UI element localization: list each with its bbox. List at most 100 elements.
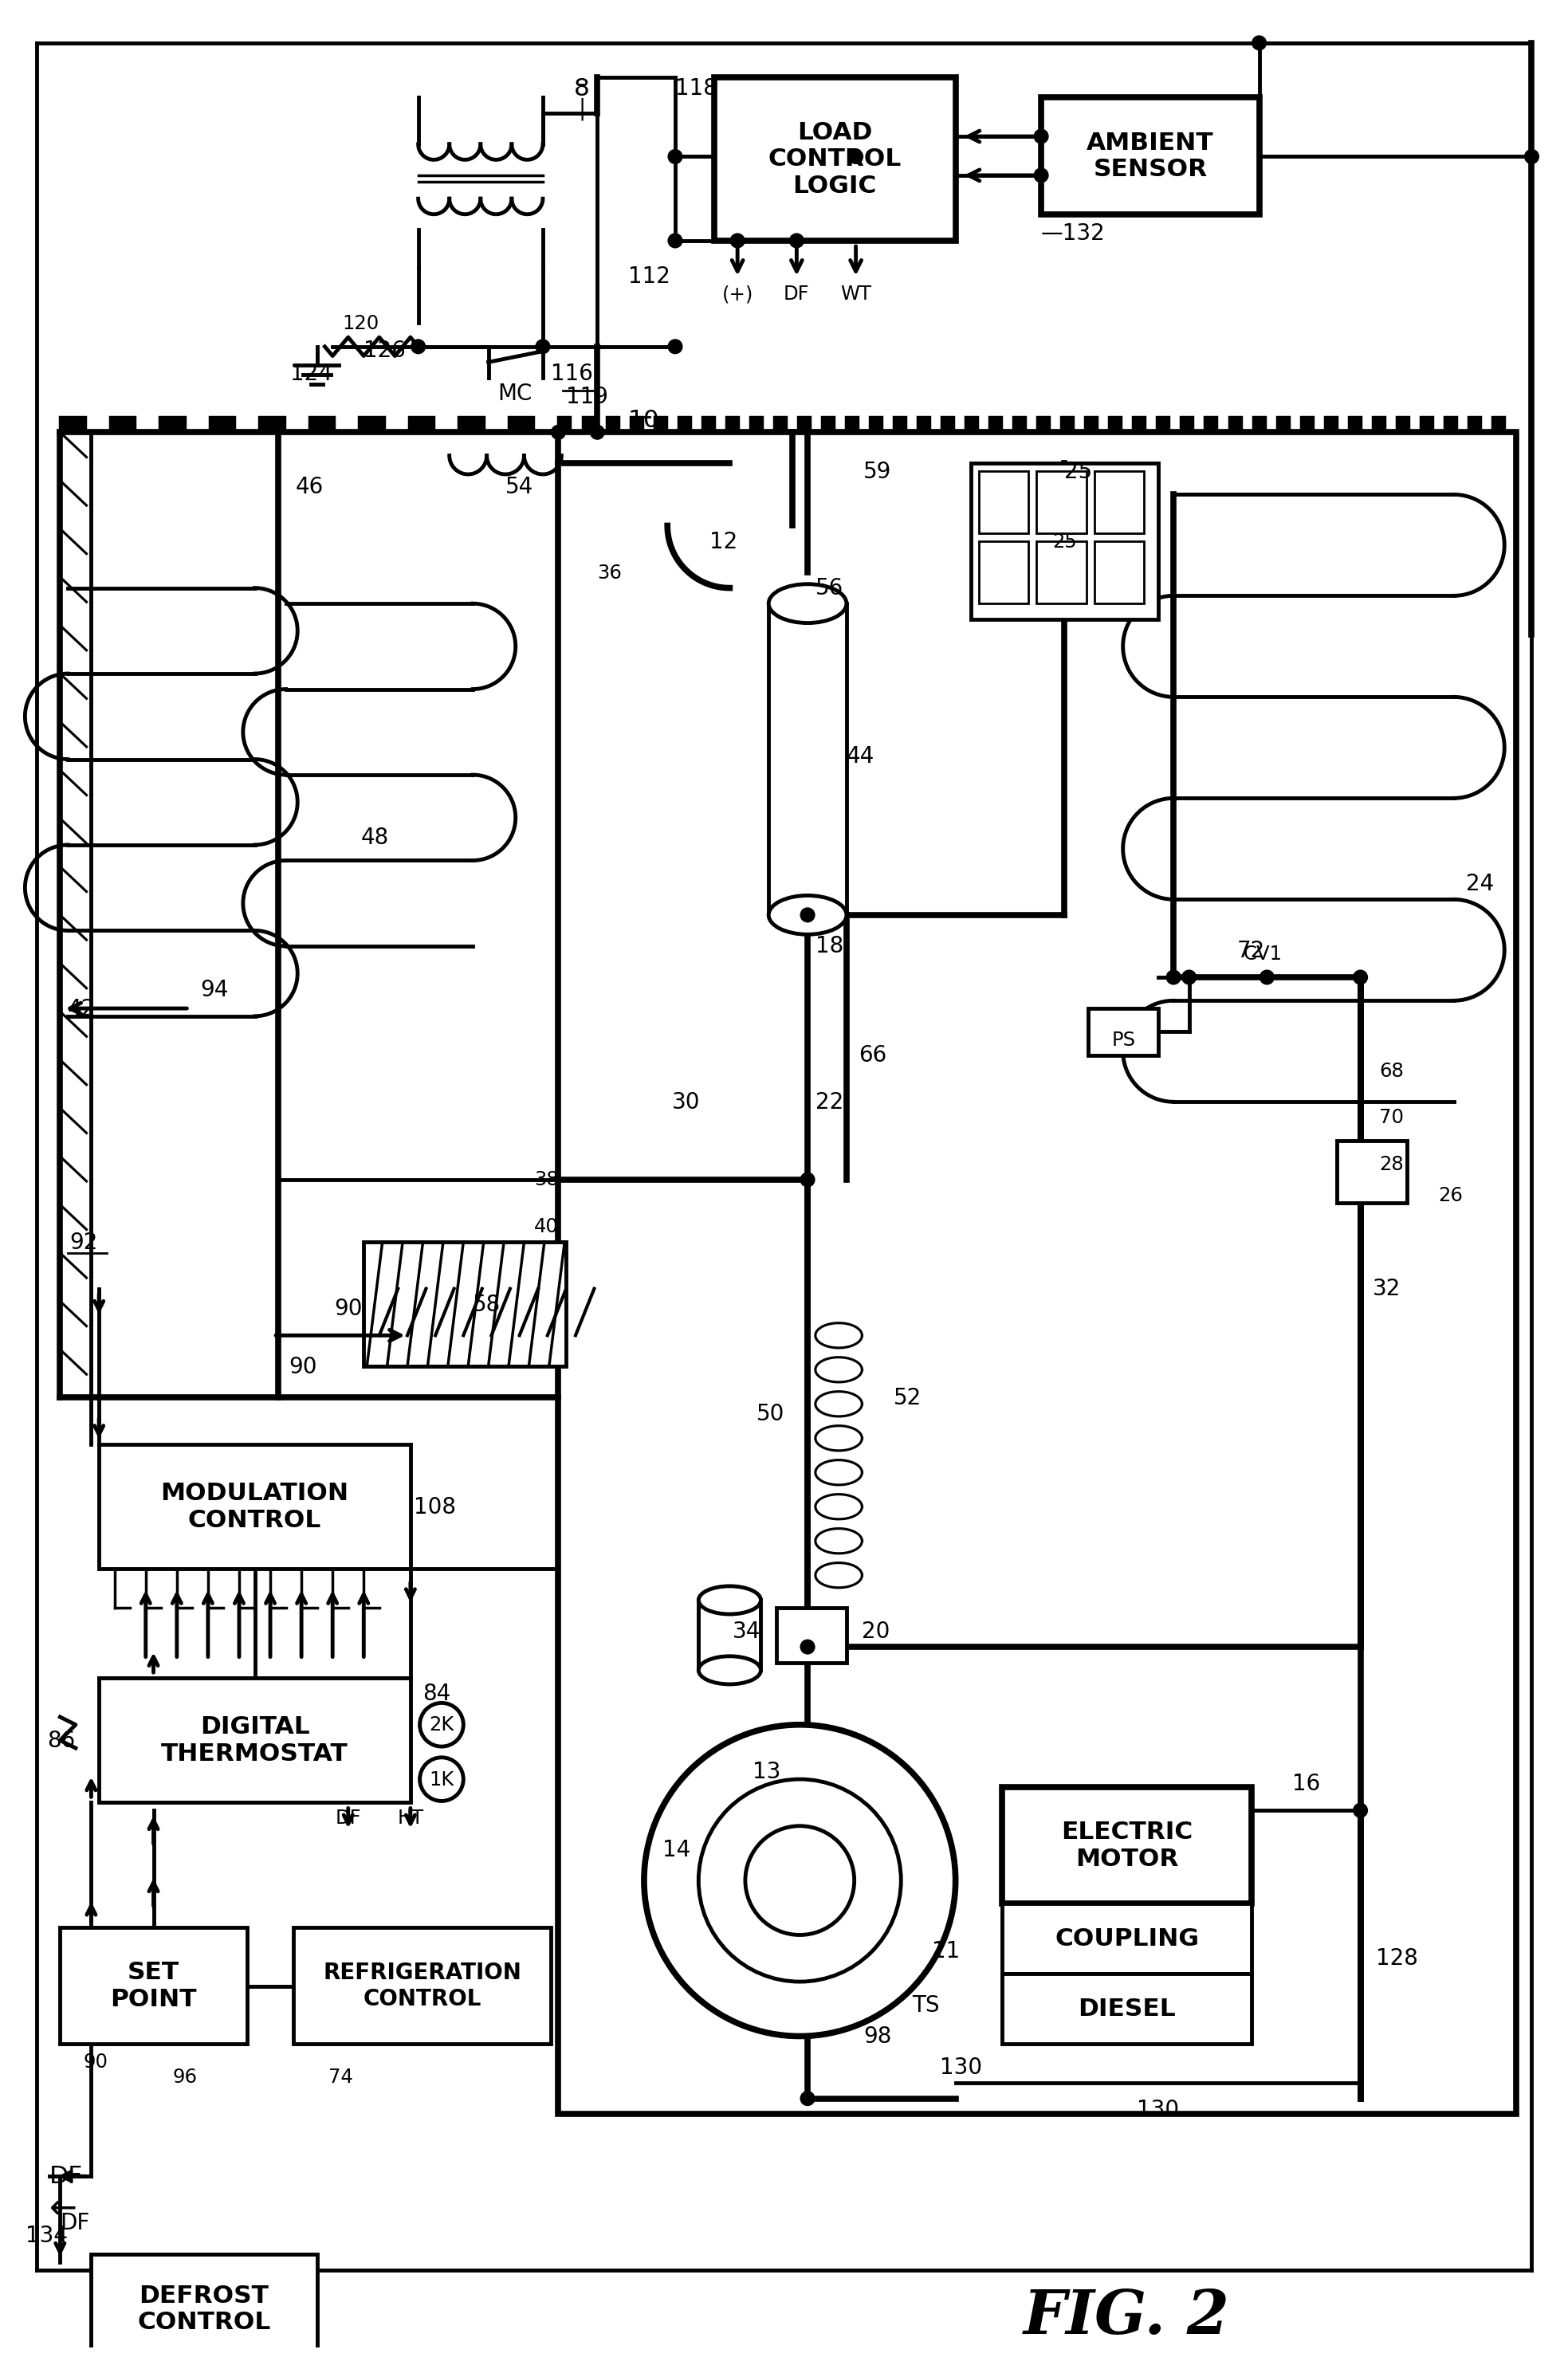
Bar xyxy=(1041,97,1259,215)
Bar xyxy=(558,433,1516,2114)
Polygon shape xyxy=(869,416,881,433)
Circle shape xyxy=(420,1757,463,1802)
Polygon shape xyxy=(630,416,641,433)
Text: 25: 25 xyxy=(1065,461,1093,482)
Polygon shape xyxy=(60,416,85,433)
Circle shape xyxy=(552,426,564,440)
Text: 86: 86 xyxy=(47,1729,75,1752)
Bar xyxy=(1002,1975,1251,2043)
Polygon shape xyxy=(364,1242,566,1367)
Polygon shape xyxy=(1181,416,1193,433)
Polygon shape xyxy=(1062,416,1073,433)
Polygon shape xyxy=(1132,416,1145,433)
Text: 8: 8 xyxy=(574,78,590,102)
Text: 92: 92 xyxy=(69,1232,97,1253)
Polygon shape xyxy=(409,416,434,433)
Bar xyxy=(293,1927,550,2043)
Text: 130: 130 xyxy=(1137,2098,1179,2121)
Circle shape xyxy=(801,908,814,922)
Polygon shape xyxy=(1228,416,1240,433)
Polygon shape xyxy=(1276,416,1289,433)
Polygon shape xyxy=(845,416,858,433)
Circle shape xyxy=(1167,972,1179,984)
Circle shape xyxy=(1035,170,1047,182)
Text: 22: 22 xyxy=(815,1090,844,1114)
Text: 48: 48 xyxy=(361,825,389,849)
Polygon shape xyxy=(364,1272,558,1350)
Text: 74: 74 xyxy=(328,2067,353,2086)
Text: 108: 108 xyxy=(414,1495,456,1518)
Text: 96: 96 xyxy=(172,2067,198,2086)
Polygon shape xyxy=(359,416,384,433)
Text: —132: —132 xyxy=(1041,222,1105,244)
Polygon shape xyxy=(894,416,905,433)
Bar xyxy=(978,542,1029,603)
Circle shape xyxy=(801,2093,814,2105)
Text: 94: 94 xyxy=(201,979,229,1000)
Bar xyxy=(1336,1140,1406,1204)
Polygon shape xyxy=(607,416,618,433)
Text: 30: 30 xyxy=(673,1090,701,1114)
Polygon shape xyxy=(1421,416,1432,433)
Circle shape xyxy=(536,341,549,352)
Bar xyxy=(99,1445,411,1568)
Polygon shape xyxy=(1444,416,1457,433)
Bar xyxy=(1002,1788,1251,1904)
Circle shape xyxy=(412,341,425,352)
Polygon shape xyxy=(1372,416,1385,433)
Text: 56: 56 xyxy=(815,577,844,598)
Text: 11: 11 xyxy=(931,1939,960,1961)
Text: CV1: CV1 xyxy=(1243,944,1283,963)
Circle shape xyxy=(1261,972,1273,984)
Polygon shape xyxy=(773,416,786,433)
Text: 36: 36 xyxy=(597,563,622,582)
Text: ←: ← xyxy=(49,2190,77,2223)
Text: 70: 70 xyxy=(1378,1109,1403,1128)
Polygon shape xyxy=(1157,416,1168,433)
Text: WT: WT xyxy=(840,284,872,303)
Polygon shape xyxy=(558,416,571,433)
Polygon shape xyxy=(822,416,834,433)
Circle shape xyxy=(790,234,803,248)
Polygon shape xyxy=(1109,416,1121,433)
Text: 25: 25 xyxy=(1052,532,1077,551)
Circle shape xyxy=(1182,972,1195,984)
Text: MC: MC xyxy=(497,383,532,404)
Text: 16: 16 xyxy=(1292,1774,1320,1795)
Polygon shape xyxy=(1253,416,1264,433)
Text: 128: 128 xyxy=(1375,1946,1417,1970)
Text: 66: 66 xyxy=(859,1045,887,1067)
Polygon shape xyxy=(989,416,1000,433)
Polygon shape xyxy=(309,416,334,433)
Polygon shape xyxy=(1325,416,1336,433)
Bar xyxy=(1036,471,1087,534)
Polygon shape xyxy=(259,416,284,433)
Polygon shape xyxy=(210,416,234,433)
Text: 42: 42 xyxy=(67,998,96,1019)
Text: 13: 13 xyxy=(753,1760,781,1783)
Text: 124: 124 xyxy=(290,362,332,385)
Polygon shape xyxy=(1036,416,1049,433)
Text: 18: 18 xyxy=(815,934,844,958)
Text: (+): (+) xyxy=(721,284,753,303)
Text: 2K: 2K xyxy=(430,1715,453,1734)
Circle shape xyxy=(850,151,862,163)
Polygon shape xyxy=(798,416,809,433)
Polygon shape xyxy=(110,416,135,433)
Text: COUPLING: COUPLING xyxy=(1054,1927,1198,1951)
Polygon shape xyxy=(1348,416,1359,433)
Text: PS: PS xyxy=(1112,1031,1135,1050)
Text: 26: 26 xyxy=(1438,1185,1463,1206)
Circle shape xyxy=(1353,972,1366,984)
Text: 90: 90 xyxy=(83,2053,108,2072)
Polygon shape xyxy=(508,416,533,433)
Polygon shape xyxy=(654,416,666,433)
Bar xyxy=(768,603,847,915)
Text: 59: 59 xyxy=(864,461,892,482)
Text: 84: 84 xyxy=(423,1682,452,1705)
Text: REFRIGERATION
CONTROL: REFRIGERATION CONTROL xyxy=(323,1961,521,2010)
Text: 32: 32 xyxy=(1372,1277,1400,1301)
Circle shape xyxy=(731,234,743,248)
Bar xyxy=(1088,1007,1157,1055)
Bar xyxy=(60,1927,246,2043)
